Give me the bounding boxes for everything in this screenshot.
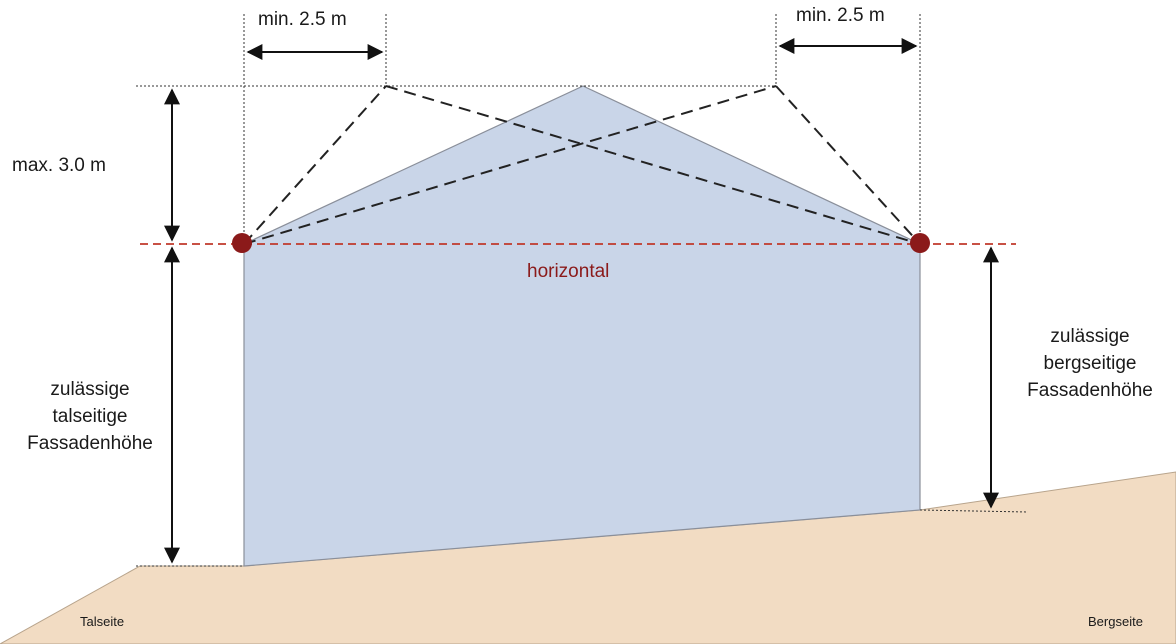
left-facade-label: zulässige talseitige Fassadenhöhe bbox=[6, 376, 174, 457]
left-facade-line-2: talseitige bbox=[52, 406, 128, 427]
min-left-label: min. 2.5 m bbox=[258, 9, 347, 30]
horizontal-label: horizontal bbox=[527, 261, 610, 282]
right-facade-line-1: zulässige bbox=[1050, 326, 1130, 347]
roof-envelope-lines bbox=[243, 85, 921, 245]
left-facade-line-3: Fassadenhöhe bbox=[27, 433, 153, 454]
talseite-label: Talseite bbox=[80, 614, 125, 629]
reference-lines bbox=[136, 14, 1029, 567]
right-eave-point bbox=[910, 233, 930, 253]
dimension-arrows bbox=[164, 38, 999, 564]
left-eave-point bbox=[232, 233, 252, 253]
bergseite-label: Bergseite bbox=[1088, 614, 1143, 629]
min-right-label: min. 2.5 m bbox=[796, 5, 885, 26]
right-facade-line-3: Fassadenhöhe bbox=[1027, 380, 1153, 401]
left-facade-line-1: zulässige bbox=[50, 379, 130, 400]
building-section bbox=[243, 85, 921, 567]
right-facade-label: zulässige bergseitige Fassadenhöhe bbox=[1008, 323, 1172, 404]
max-height-label: max. 3.0 m bbox=[12, 155, 106, 176]
right-facade-line-2: bergseitige bbox=[1043, 353, 1137, 374]
